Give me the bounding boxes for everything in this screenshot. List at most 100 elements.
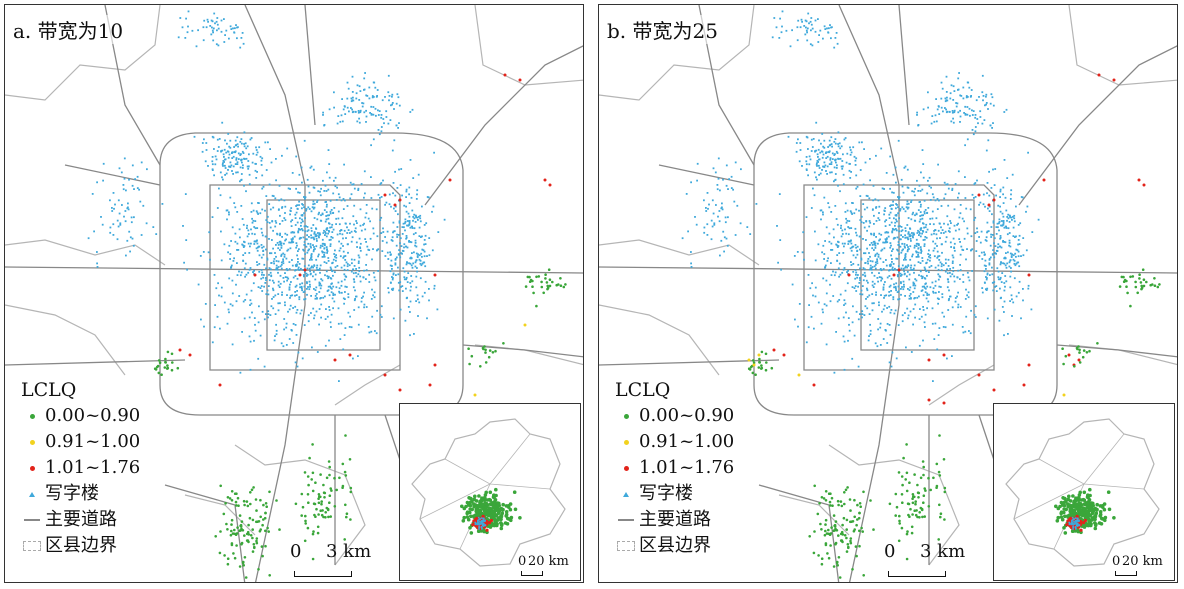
office-mark bbox=[830, 26, 832, 29]
office-mark bbox=[1076, 520, 1078, 522]
office-mark bbox=[255, 146, 257, 149]
office-mark bbox=[917, 190, 920, 192]
map-canvas-b bbox=[599, 5, 1177, 582]
office-mark bbox=[923, 210, 926, 213]
office-mark bbox=[814, 295, 817, 298]
office-mark bbox=[880, 294, 882, 296]
office-mark bbox=[405, 190, 408, 193]
office-mark bbox=[338, 291, 341, 294]
office-mark bbox=[867, 262, 869, 265]
office-mark bbox=[433, 284, 436, 287]
office-mark bbox=[263, 285, 265, 288]
office-mark bbox=[296, 244, 298, 247]
office-mark bbox=[379, 219, 382, 221]
office-mark bbox=[324, 220, 327, 223]
office-mark bbox=[941, 251, 943, 254]
low-lclq-point bbox=[275, 499, 278, 502]
office-mark bbox=[356, 120, 359, 123]
office-mark bbox=[843, 299, 846, 302]
office-mark bbox=[365, 269, 368, 271]
office-mark bbox=[1004, 196, 1007, 199]
office-mark bbox=[397, 281, 400, 284]
office-mark bbox=[302, 220, 304, 223]
office-mark bbox=[946, 268, 949, 271]
office-mark bbox=[379, 197, 381, 199]
office-mark bbox=[253, 243, 256, 245]
office-mark bbox=[268, 273, 270, 276]
office-mark bbox=[394, 170, 396, 173]
low-lclq-point bbox=[924, 489, 927, 492]
office-mark bbox=[824, 164, 827, 167]
office-mark bbox=[989, 244, 992, 247]
office-mark bbox=[986, 287, 989, 290]
office-mark bbox=[825, 157, 828, 159]
office-mark bbox=[839, 190, 841, 193]
road-line bbox=[758, 484, 840, 582]
high-lclq-point bbox=[847, 273, 851, 277]
office-mark bbox=[357, 254, 360, 257]
office-mark bbox=[985, 289, 988, 291]
office-mark bbox=[253, 269, 255, 272]
office-mark bbox=[239, 166, 242, 169]
office-mark bbox=[391, 103, 393, 106]
office-mark bbox=[826, 165, 829, 168]
office-mark bbox=[287, 310, 289, 313]
office-mark bbox=[891, 231, 894, 234]
office-mark bbox=[380, 114, 383, 116]
office-mark bbox=[310, 236, 313, 239]
road-line-icon bbox=[19, 507, 45, 533]
office-mark bbox=[921, 149, 924, 151]
office-mark bbox=[827, 257, 829, 260]
office-mark bbox=[394, 263, 397, 266]
office-mark bbox=[927, 106, 929, 109]
office-mark bbox=[746, 226, 749, 228]
office-mark bbox=[813, 171, 816, 174]
low-lclq-point bbox=[914, 500, 917, 503]
office-mark bbox=[1000, 296, 1002, 299]
office-mark bbox=[329, 245, 332, 247]
office-mark bbox=[294, 264, 297, 266]
low-lclq-point bbox=[495, 501, 500, 505]
office-mark bbox=[858, 235, 861, 238]
office-mark bbox=[287, 248, 290, 251]
low-lclq-point bbox=[316, 525, 320, 529]
office-mark bbox=[388, 95, 391, 97]
office-mark bbox=[989, 124, 992, 127]
low-lclq-point bbox=[504, 512, 509, 517]
office-mark bbox=[341, 98, 343, 100]
office-mark bbox=[319, 244, 322, 247]
low-lclq-point bbox=[226, 557, 230, 560]
office-mark bbox=[265, 267, 267, 270]
office-mark bbox=[258, 263, 261, 265]
office-mark bbox=[294, 324, 297, 326]
office-mark bbox=[881, 277, 884, 280]
office-mark bbox=[297, 231, 300, 234]
low-lclq-point bbox=[306, 475, 310, 478]
office-mark bbox=[947, 204, 950, 207]
office-mark bbox=[987, 108, 989, 110]
office-mark bbox=[257, 246, 259, 249]
office-mark bbox=[931, 210, 934, 213]
low-lclq-point bbox=[1098, 512, 1103, 517]
office-mark bbox=[388, 203, 391, 206]
high-lclq-point bbox=[398, 388, 402, 392]
office-mark bbox=[957, 89, 959, 91]
low-lclq-point bbox=[261, 554, 264, 558]
office-mark bbox=[336, 186, 338, 189]
low-lclq-point bbox=[908, 481, 911, 485]
office-mark bbox=[845, 161, 848, 164]
office-mark bbox=[408, 202, 411, 204]
office-mark bbox=[261, 174, 264, 177]
low-lclq-point bbox=[255, 541, 259, 545]
low-lclq-point bbox=[927, 505, 931, 508]
office-mark bbox=[319, 190, 321, 193]
office-mark bbox=[231, 343, 234, 346]
office-mark bbox=[423, 243, 425, 246]
office-mark bbox=[999, 235, 1002, 237]
office-mark bbox=[374, 86, 377, 89]
office-mark bbox=[817, 158, 820, 161]
office-mark bbox=[376, 95, 378, 97]
office-mark bbox=[234, 150, 237, 153]
office-mark bbox=[274, 220, 277, 222]
office-mark bbox=[480, 517, 483, 519]
